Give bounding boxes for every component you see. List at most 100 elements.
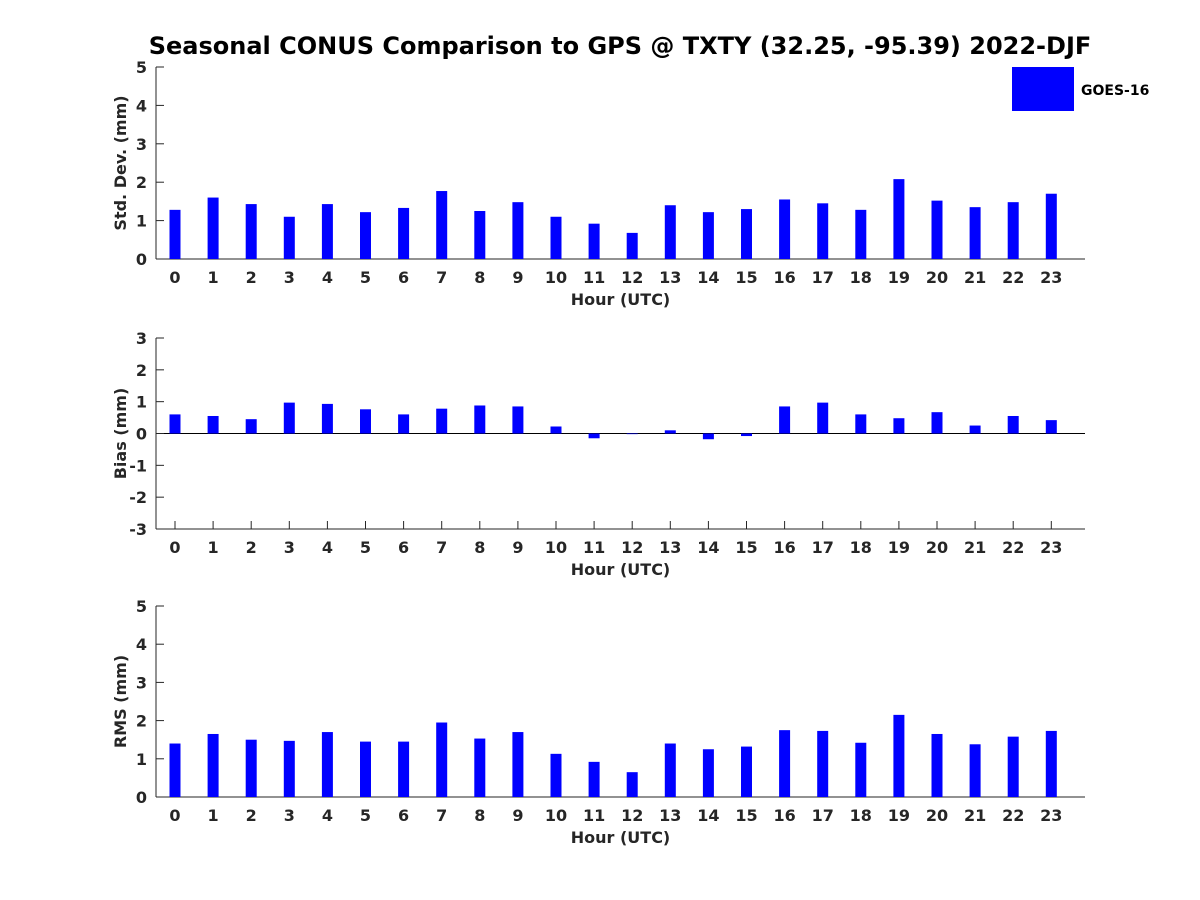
bar-hour-14 <box>702 433 714 440</box>
x-tick-label: 16 <box>773 268 795 287</box>
x-tick-label: 2 <box>246 806 257 825</box>
bar-hour-9 <box>512 732 524 797</box>
bar-hour-1 <box>207 415 219 434</box>
x-tick-label: 15 <box>735 538 757 557</box>
bar-hour-16 <box>779 199 791 259</box>
bar-hour-16 <box>779 730 791 797</box>
x-tick-label: 17 <box>812 538 834 557</box>
x-tick-label: 8 <box>474 268 485 287</box>
bar-hour-13 <box>664 743 676 797</box>
bar-hour-20 <box>931 412 943 434</box>
x-tick-label: 6 <box>398 268 409 287</box>
x-tick-label: 3 <box>284 538 295 557</box>
x-tick-label: 3 <box>284 806 295 825</box>
x-tick-label: 21 <box>964 538 986 557</box>
bar-hour-17 <box>817 203 829 259</box>
x-tick-label: 5 <box>360 806 371 825</box>
bar-hour-5 <box>360 409 371 434</box>
bar-hour-22 <box>1007 415 1019 434</box>
bar-hour-20 <box>931 733 943 797</box>
y-tick-label: 2 <box>136 712 147 731</box>
y-tick-label: 1 <box>136 750 147 769</box>
x-tick-label: 1 <box>208 268 219 287</box>
bar-hour-6 <box>398 207 410 259</box>
x-tick-label: 2 <box>246 268 257 287</box>
x-tick-label: 13 <box>659 806 681 825</box>
bar-hour-15 <box>741 746 752 797</box>
bar-hour-3 <box>283 402 295 434</box>
x-tick-label: 10 <box>545 268 567 287</box>
x-tick-label: 8 <box>474 538 485 557</box>
bar-hour-9 <box>512 406 524 434</box>
x-tick-label: 9 <box>512 268 523 287</box>
y-tick-label: 0 <box>136 788 147 807</box>
x-tick-label: 0 <box>169 806 180 825</box>
x-tick-label: 14 <box>697 268 719 287</box>
x-tick-label: 5 <box>360 538 371 557</box>
bar-hour-21 <box>969 425 981 434</box>
x-tick-label: 7 <box>436 806 447 825</box>
bar-hour-13 <box>664 205 676 259</box>
x-tick-label: 0 <box>169 268 180 287</box>
x-tick-label: 19 <box>888 538 910 557</box>
bar-hour-7 <box>436 408 448 434</box>
x-tick-label: 11 <box>583 268 605 287</box>
x-tick-label: 0 <box>169 538 180 557</box>
bar-hour-6 <box>398 414 410 434</box>
bar-hour-0 <box>169 743 181 797</box>
y-tick-label: 0 <box>136 250 147 269</box>
x-tick-label: 16 <box>773 806 795 825</box>
bar-hour-11 <box>588 761 600 797</box>
x-tick-label: 5 <box>360 268 371 287</box>
x-tick-label: 22 <box>1002 538 1024 557</box>
x-tick-label: 6 <box>398 806 409 825</box>
x-tick-label: 19 <box>888 268 910 287</box>
x-tick-label: 4 <box>322 538 333 557</box>
bar-hour-11 <box>588 433 600 439</box>
y-axis-label: Std. Dev. (mm) <box>111 95 130 230</box>
bar-hour-2 <box>245 204 257 259</box>
x-tick-label: 20 <box>926 806 948 825</box>
bar-hour-18 <box>855 742 867 797</box>
bar-hour-1 <box>207 197 219 259</box>
x-tick-label: 11 <box>583 806 605 825</box>
legend-swatch-goes-16 <box>1012 67 1074 111</box>
bar-hour-8 <box>474 405 486 434</box>
bar-hour-0 <box>169 414 181 434</box>
y-tick-label: 3 <box>136 135 147 154</box>
bar-hour-7 <box>436 191 448 259</box>
y-tick-label: 3 <box>136 673 147 692</box>
y-tick-label: 4 <box>136 96 147 115</box>
y-tick-label: 2 <box>136 361 147 380</box>
x-tick-label: 6 <box>398 538 409 557</box>
x-tick-label: 10 <box>545 806 567 825</box>
y-tick-label: 3 <box>136 329 147 348</box>
x-tick-label: 1 <box>208 538 219 557</box>
bar-hour-21 <box>969 744 981 797</box>
x-tick-label: 12 <box>621 268 643 287</box>
x-axis-label: Hour (UTC) <box>571 828 671 847</box>
y-tick-label: 2 <box>136 173 147 192</box>
bar-hour-22 <box>1007 202 1019 259</box>
x-tick-label: 4 <box>322 806 333 825</box>
bar-hour-18 <box>855 209 867 259</box>
x-tick-label: 23 <box>1040 806 1062 825</box>
bar-hour-5 <box>360 212 371 259</box>
x-tick-label: 20 <box>926 538 948 557</box>
bar-hour-17 <box>817 730 829 797</box>
bar-hour-15 <box>741 209 752 259</box>
x-tick-label: 17 <box>812 268 834 287</box>
bar-hour-5 <box>360 741 371 797</box>
x-tick-label: 20 <box>926 268 948 287</box>
x-tick-label: 18 <box>850 538 872 557</box>
y-tick-label: 4 <box>136 635 147 654</box>
x-tick-label: 18 <box>850 268 872 287</box>
bar-hour-8 <box>474 738 486 797</box>
y-tick-label: 0 <box>136 425 147 444</box>
bar-hour-12 <box>626 772 638 797</box>
bar-hour-4 <box>321 403 333 434</box>
x-axis-label: Hour (UTC) <box>571 560 671 579</box>
x-tick-label: 13 <box>659 268 681 287</box>
